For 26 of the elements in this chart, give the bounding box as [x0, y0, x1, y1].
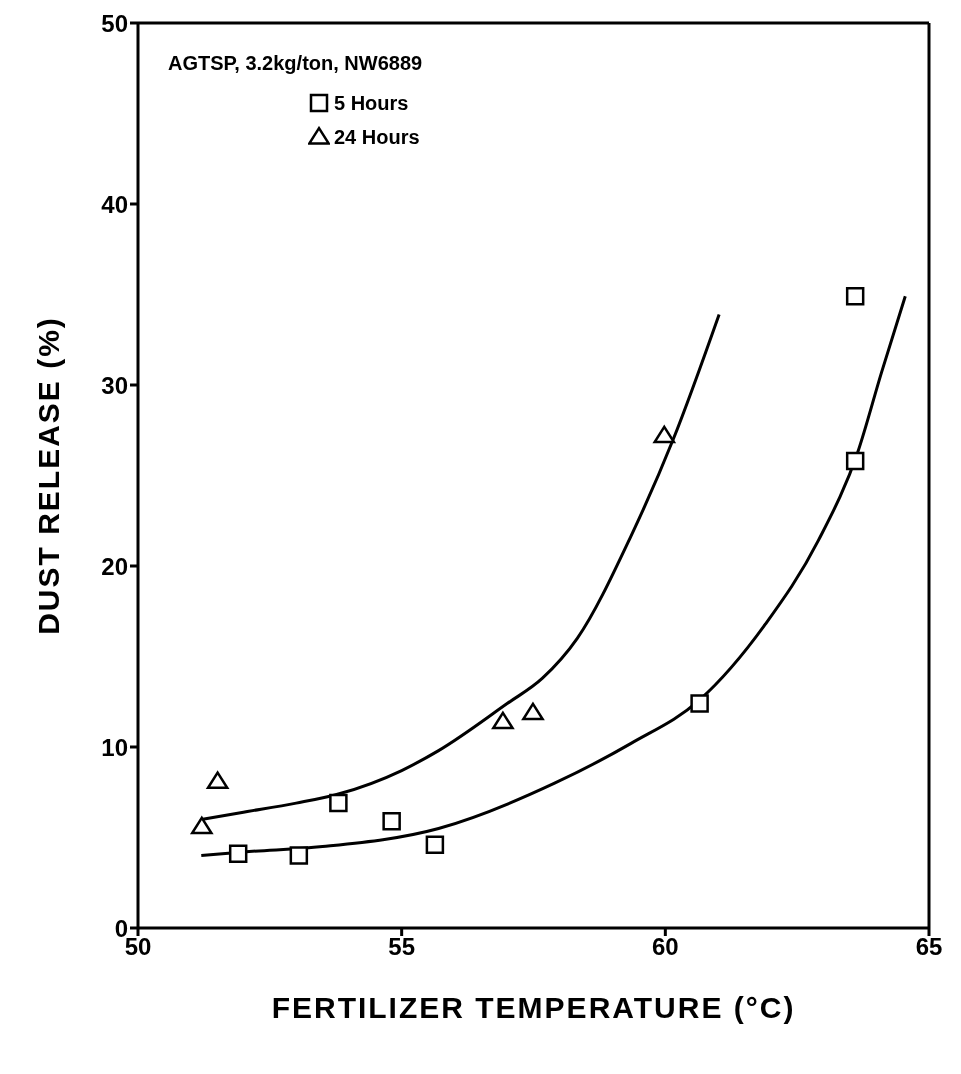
point: [425, 835, 445, 854]
annotation: AGTSP, 3.2kg/ton, NW6889: [168, 52, 423, 75]
point: [382, 811, 401, 831]
point: [289, 846, 309, 865]
legend-label: 24 Hours: [334, 125, 420, 149]
x-tick-label: 60: [651, 933, 679, 961]
point: [690, 694, 709, 713]
y-axis-title: DUST RELEASE (%): [31, 316, 65, 635]
point: [228, 844, 248, 864]
point: [329, 793, 348, 813]
point: [492, 711, 514, 730]
point: [653, 425, 676, 444]
point: [845, 451, 865, 471]
x-axis-title: FERTILIZER TEMPERATURE (°C): [271, 991, 796, 1024]
legend-label: 5 Hours: [334, 91, 409, 115]
y-tick-label: 20: [101, 552, 128, 580]
y-tick-label: 30: [101, 371, 128, 399]
y-tick-label: 50: [101, 9, 128, 37]
point: [190, 816, 213, 835]
y-tick-label: 10: [101, 733, 128, 761]
y-tick-label: 40: [101, 190, 128, 218]
point: [845, 287, 865, 306]
x-tick-label: 55: [388, 933, 416, 961]
point: [206, 771, 229, 790]
point: [522, 702, 544, 721]
x-tick-label: 65: [915, 933, 943, 961]
